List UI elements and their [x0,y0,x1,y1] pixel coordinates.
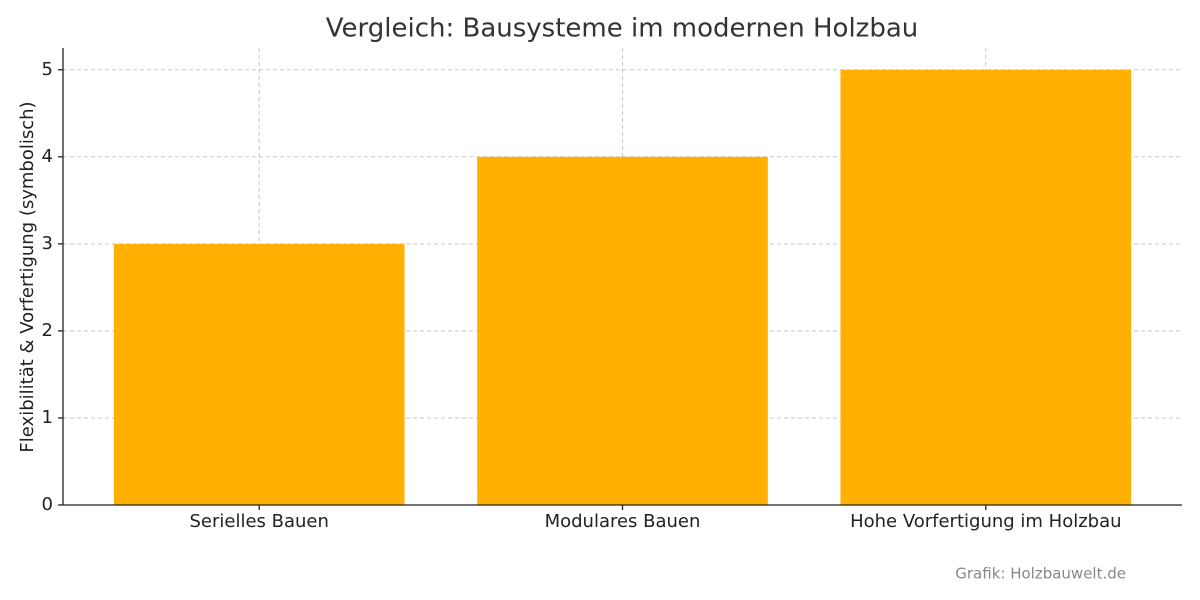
bar [840,69,1132,505]
x-tick-label: Modulares Bauen [545,511,701,532]
chart-title: Vergleich: Bausysteme im modernen Holzba… [326,14,919,44]
y-tick-label: 3 [42,233,53,254]
y-tick-label: 5 [42,59,53,80]
bar [477,156,768,506]
annotation: Grafik: Holzbauwelt.de [955,565,1126,583]
bar [113,243,405,505]
y-tick-label: 0 [42,494,53,515]
y-tick-label: 1 [42,407,53,428]
y-axis-label: Flexibilität & Vorfertigung (symbolisch) [17,101,38,452]
y-tick-label: 2 [42,320,53,341]
x-tick-label: Hohe Vorfertigung im Holzbau [850,511,1121,532]
y-tick-label: 4 [42,146,53,167]
x-tick-label: Serielles Bauen [189,511,328,532]
